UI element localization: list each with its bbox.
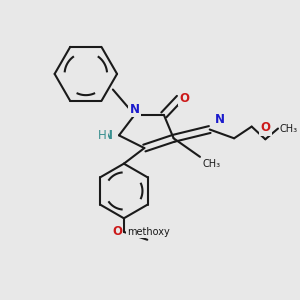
Text: CH₃: CH₃ [203,159,221,169]
Text: N: N [130,103,140,116]
Text: O: O [112,225,122,239]
Text: H: H [98,129,106,142]
Text: O: O [179,92,189,105]
Text: N: N [103,129,113,142]
Text: O: O [260,122,270,134]
Text: N: N [214,112,225,126]
Text: CH₃: CH₃ [280,124,298,134]
Text: methoxy: methoxy [127,227,169,237]
